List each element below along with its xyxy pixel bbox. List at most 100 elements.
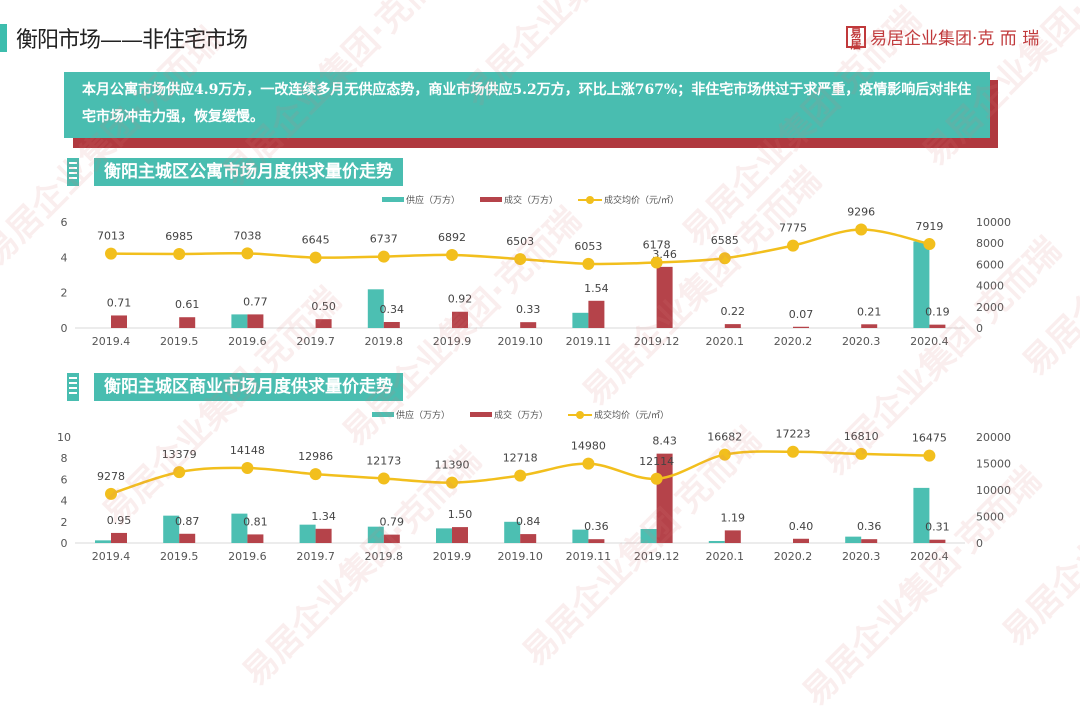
price-point: [923, 449, 936, 462]
title-accent-bar: [0, 24, 7, 52]
legend-supply-swatch: [382, 197, 404, 202]
price-data-label: 17223: [776, 428, 811, 441]
price-point: [718, 448, 731, 461]
price-data-label: 6892: [438, 231, 466, 244]
price-point: [309, 468, 322, 481]
price-point: [650, 256, 663, 269]
sales-bar: [111, 532, 127, 543]
x-tick-label: 2020.3: [842, 550, 881, 563]
page-title: 衡阳市场——非住宅市场: [16, 28, 248, 53]
price-point: [582, 457, 595, 470]
y-tick-right: 20000: [976, 431, 1011, 444]
legend-price-marker: [576, 411, 584, 419]
y-tick-left: 4: [61, 495, 68, 508]
sales-data-label: 0.34: [380, 303, 405, 316]
sales-bar: [315, 528, 332, 543]
company-logo: 易居 易居企业集团·克 而 瑞: [846, 24, 1039, 50]
price-data-label: 14980: [571, 440, 606, 453]
x-tick-label: 2019.6: [228, 550, 267, 563]
sales-bar: [588, 539, 605, 543]
price-point: [241, 462, 254, 475]
price-data-label: 7919: [915, 220, 943, 233]
sales-bar: [247, 314, 264, 328]
sales-bar: [588, 300, 605, 328]
price-data-label: 14148: [230, 444, 265, 457]
sales-bar: [247, 534, 264, 543]
x-tick-label: 2020.2: [774, 335, 813, 348]
x-tick-label: 2019.4: [92, 550, 131, 563]
price-point: [105, 487, 117, 500]
price-point: [514, 469, 527, 482]
price-data-label: 6178: [643, 239, 671, 252]
price-data-label: 12173: [366, 454, 401, 467]
y-tick-left: 0: [61, 537, 68, 550]
supply-bar: [231, 513, 248, 543]
sales-data-label: 1.19: [721, 511, 746, 524]
sales-data-label: 1.50: [448, 508, 473, 521]
supply-bar: [640, 529, 657, 543]
x-tick-label: 2020.4: [910, 550, 949, 563]
price-data-label: 16682: [707, 431, 742, 444]
y-tick-left: 2: [61, 287, 68, 300]
y-tick-right: 4000: [976, 280, 1004, 293]
sales-data-label: 0.31: [925, 521, 950, 534]
price-data-label: 12114: [639, 455, 674, 468]
sales-data-label: 0.33: [516, 303, 541, 316]
sales-data-label: 8.43: [652, 435, 677, 448]
sales-bar: [315, 319, 332, 328]
price-point: [650, 472, 663, 485]
x-tick-label: 2019.11: [566, 550, 612, 563]
legend-price-label: 成交均价（元/㎡）: [604, 194, 679, 206]
x-tick-label: 2019.7: [296, 335, 335, 348]
x-tick-label: 2020.4: [910, 335, 949, 348]
legend-sales-swatch: [480, 197, 502, 202]
supply-bar: [163, 515, 180, 543]
supply-bar: [572, 529, 589, 543]
price-data-label: 6645: [302, 234, 330, 247]
legend-supply-label: 供应（万方）: [396, 409, 450, 421]
sales-data-label: 0.19: [925, 306, 950, 319]
legend-price-label: 成交均价（元/㎡）: [594, 409, 669, 421]
price-data-label: 9296: [847, 205, 875, 218]
price-data-label: 12718: [503, 452, 538, 465]
price-point: [514, 253, 527, 266]
x-tick-label: 2019.5: [160, 550, 199, 563]
x-tick-label: 2019.7: [296, 550, 335, 563]
sales-bar: [111, 315, 127, 328]
x-tick-label: 2019.8: [365, 335, 404, 348]
x-tick-label: 2019.6: [228, 335, 267, 348]
y-tick-left: 0: [61, 322, 68, 335]
supply-bar: [845, 536, 862, 543]
supply-bar: [436, 528, 452, 543]
legend-sales-label: 成交（万方）: [504, 194, 558, 206]
legend-sales-label: 成交（万方）: [494, 409, 548, 421]
y-tick-right: 2000: [976, 301, 1004, 314]
sales-data-label: 0.77: [243, 295, 268, 308]
y-tick-left: 8: [61, 452, 68, 465]
sales-bar: [793, 538, 809, 543]
y-tick-right: 10000: [976, 484, 1011, 497]
sales-bar: [452, 527, 468, 543]
y-tick-right: 6000: [976, 258, 1004, 271]
y-tick-left: 6: [61, 473, 68, 486]
price-point: [377, 472, 390, 485]
price-point: [173, 466, 186, 479]
price-point: [855, 447, 868, 460]
x-tick-label: 2020.1: [706, 550, 745, 563]
x-tick-label: 2019.11: [566, 335, 612, 348]
supply-bar: [504, 521, 521, 543]
x-tick-label: 2019.9: [433, 550, 472, 563]
price-point: [377, 250, 390, 263]
price-point: [173, 247, 186, 260]
price-data-label: 7038: [233, 229, 261, 242]
sales-bar: [520, 322, 537, 328]
price-data-label: 13379: [162, 448, 197, 461]
sales-data-label: 0.36: [584, 520, 609, 533]
price-data-label: 6985: [165, 230, 193, 243]
legend-supply-swatch: [372, 412, 394, 417]
price-point: [718, 252, 731, 265]
sales-data-label: 0.22: [721, 305, 746, 318]
price-point: [241, 247, 254, 260]
price-point: [105, 247, 117, 260]
